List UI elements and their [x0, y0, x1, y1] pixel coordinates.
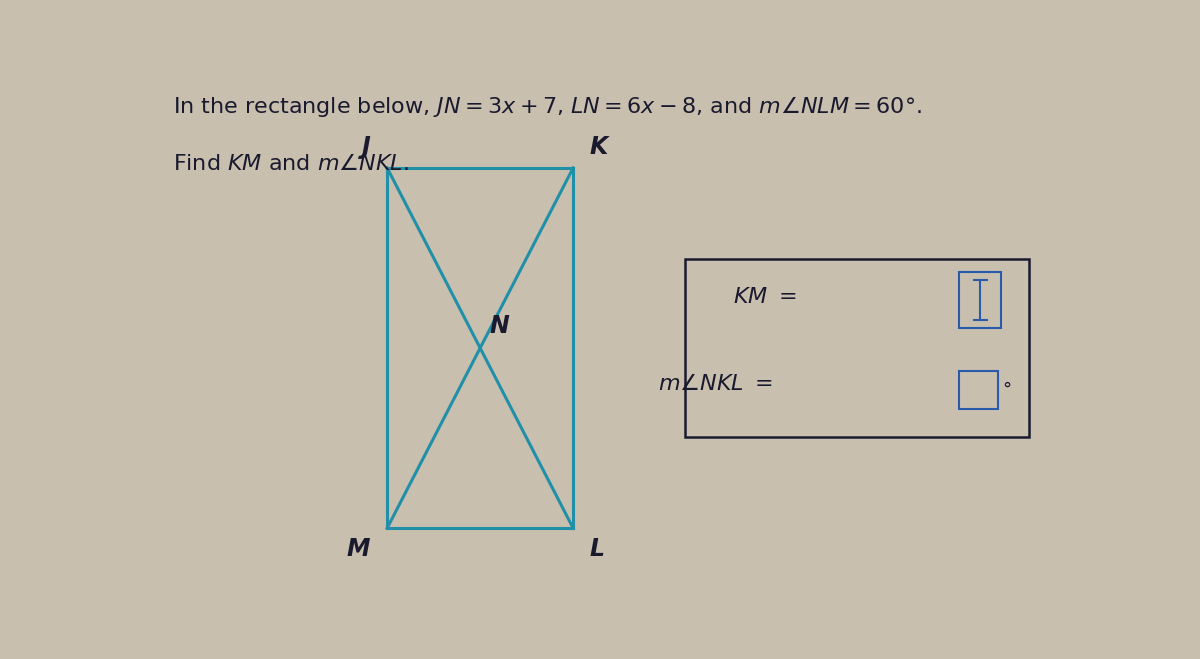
FancyBboxPatch shape — [959, 371, 998, 409]
Text: M: M — [347, 537, 371, 561]
FancyBboxPatch shape — [959, 272, 1001, 328]
Text: In the rectangle below, $JN = 3x + 7$, $LN = 6x - 8$, and $m\angle NLM = 60°$.: In the rectangle below, $JN = 3x + 7$, $… — [173, 94, 922, 119]
Text: N: N — [490, 314, 509, 338]
FancyBboxPatch shape — [685, 259, 1028, 437]
Text: °: ° — [1002, 381, 1012, 399]
Text: J: J — [361, 134, 371, 159]
Text: Find $KM$ and $m\angle NKL$.: Find $KM$ and $m\angle NKL$. — [173, 153, 409, 174]
Text: K: K — [590, 134, 608, 159]
Text: L: L — [590, 537, 605, 561]
Text: $KM\ =$: $KM\ =$ — [733, 287, 797, 307]
Text: $m\angle NKL\ =$: $m\angle NKL\ =$ — [658, 373, 773, 394]
